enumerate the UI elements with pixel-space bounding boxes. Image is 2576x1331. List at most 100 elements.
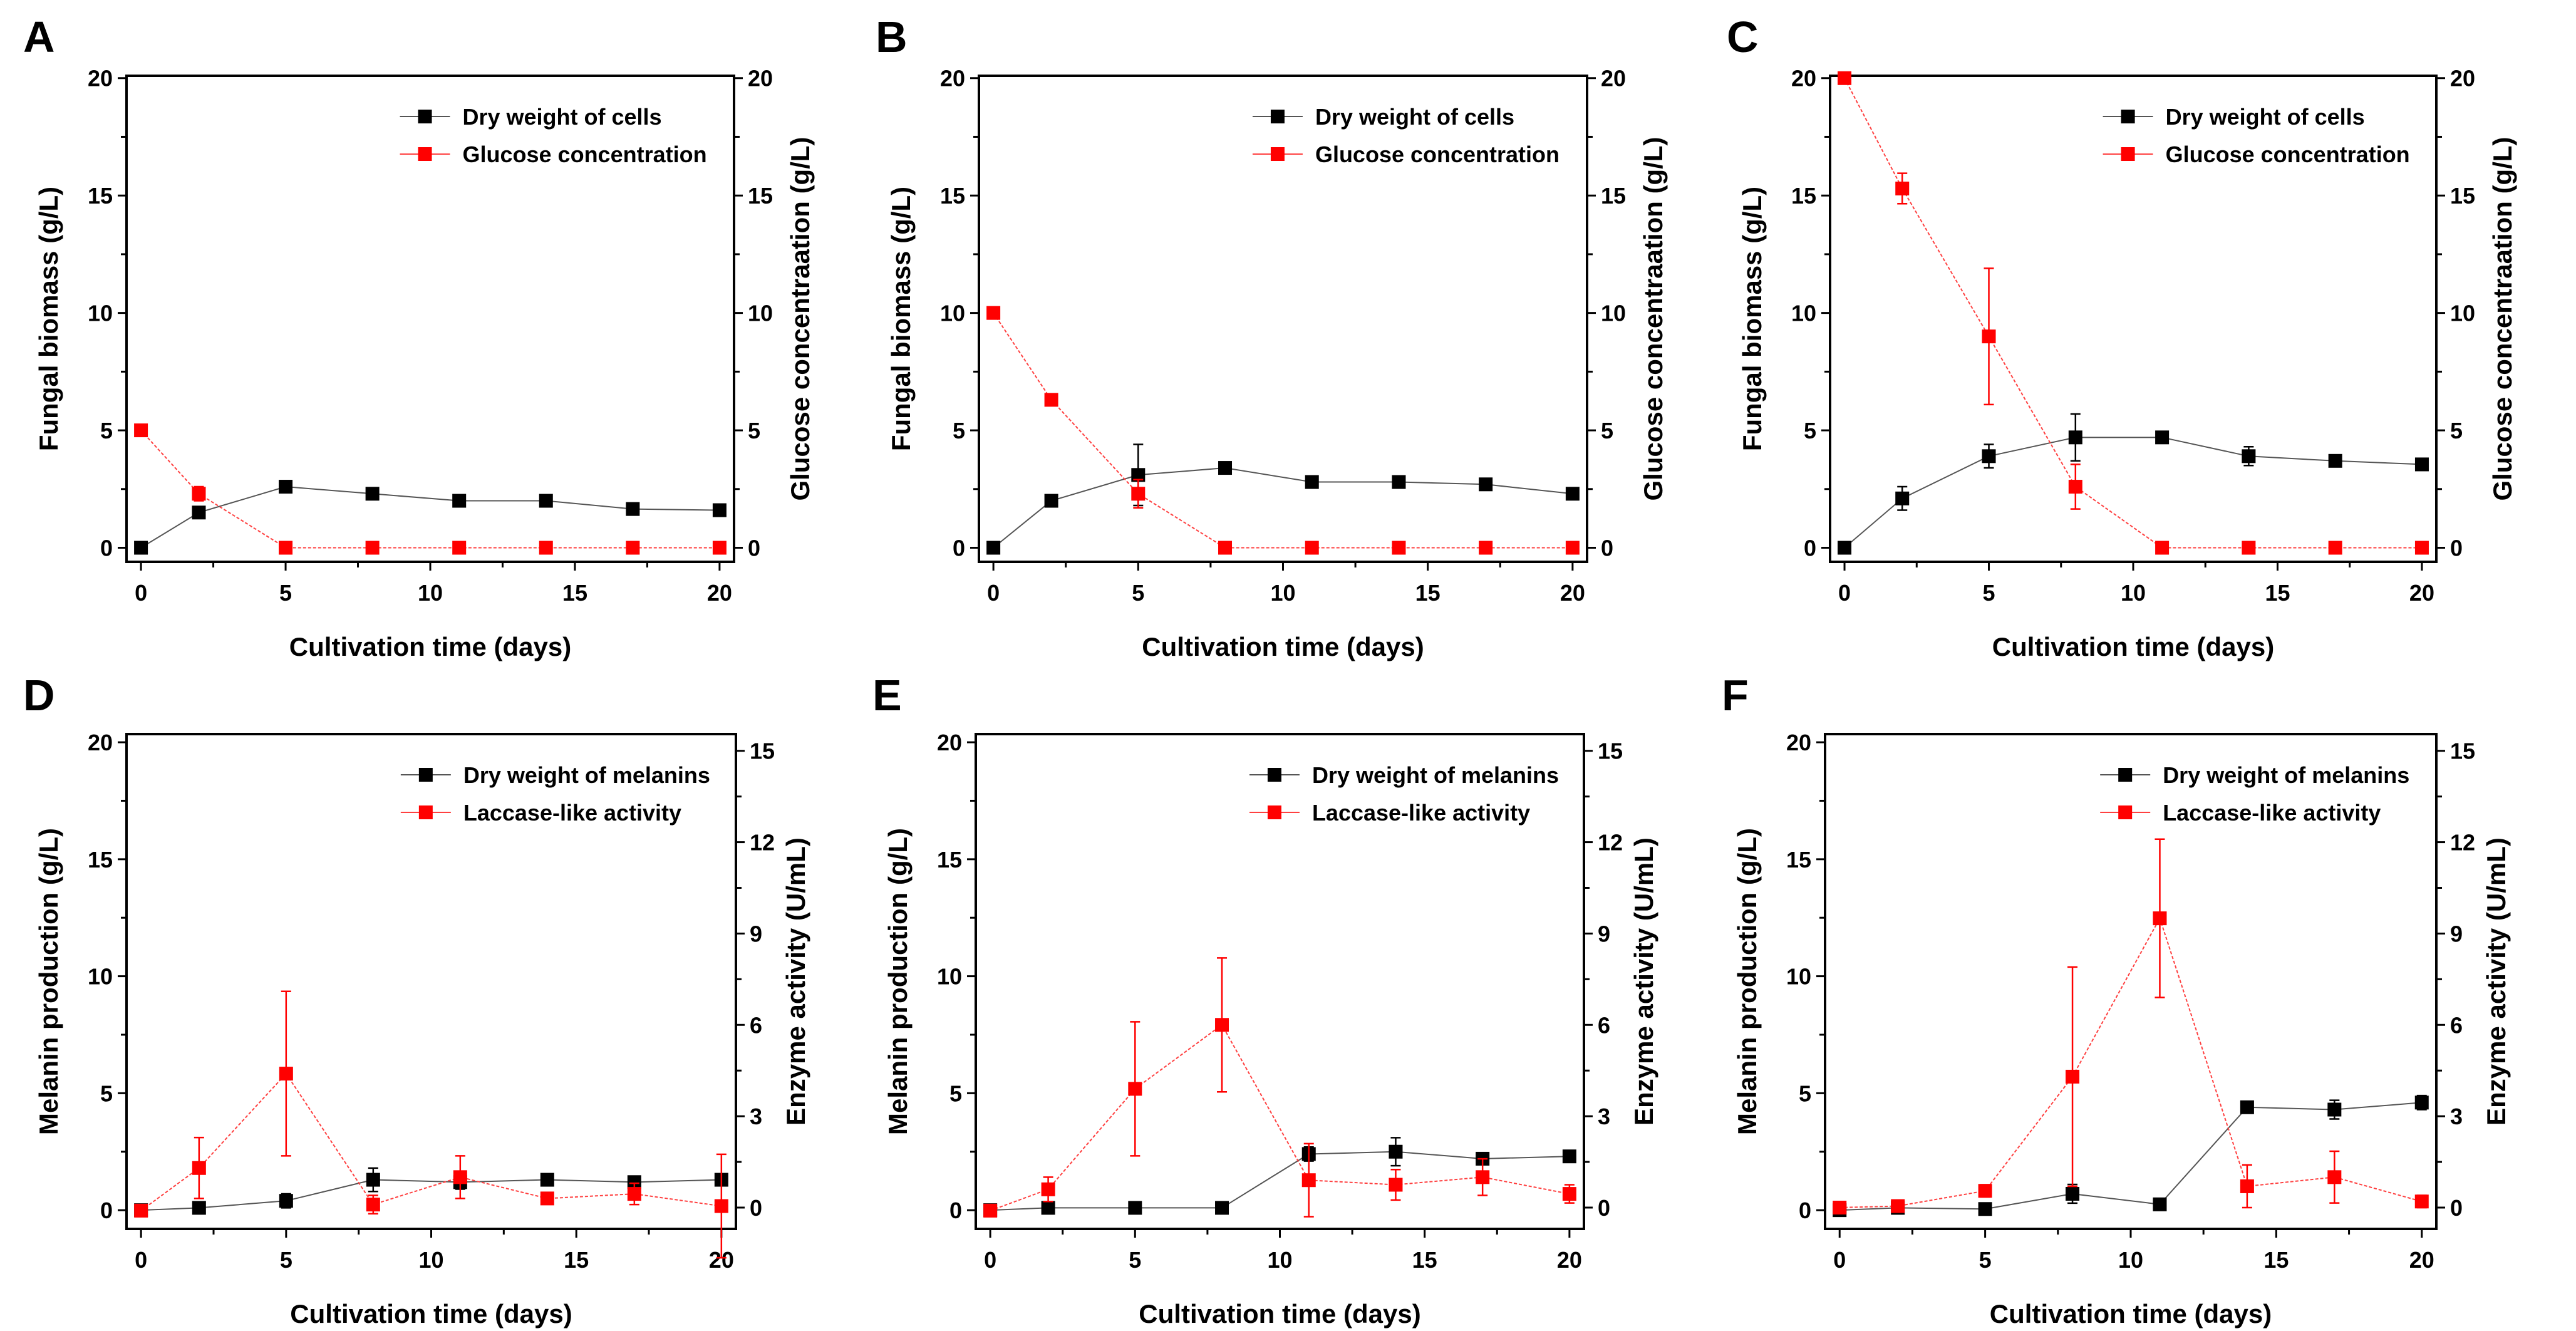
data-point — [452, 541, 467, 555]
data-point — [279, 480, 293, 494]
series-line — [140, 1072, 722, 1211]
x-tick-label: 15 — [2265, 580, 2290, 606]
x-tick-label: 10 — [418, 1247, 443, 1273]
data-point — [1978, 1202, 1992, 1216]
data-point — [626, 541, 640, 555]
y2-tick-label: 15 — [2450, 183, 2475, 209]
y-tick-label: 20 — [1791, 66, 1816, 91]
data-point — [2414, 1095, 2429, 1110]
data-point — [986, 541, 1001, 555]
x-tick-label: 5 — [280, 1247, 292, 1273]
data-point — [1305, 541, 1319, 555]
y2-axis-label: Enzyme activity (U/mL) — [2481, 837, 2511, 1126]
data-point — [192, 487, 206, 501]
y2-tick-label: 0 — [2450, 1195, 2463, 1221]
data-point — [712, 541, 727, 555]
y2-tick-label: 3 — [1598, 1104, 1610, 1129]
data-point — [1562, 1187, 1576, 1201]
y-axis-label: Melanin production (g/L) — [883, 828, 913, 1135]
x-tick-label: 20 — [707, 580, 732, 606]
series-line — [990, 1151, 1570, 1211]
x-tick-label: 15 — [2263, 1247, 2289, 1273]
y-tick-label: 0 — [1799, 1198, 1811, 1223]
series-red — [1833, 838, 2429, 1214]
data-point — [1978, 1184, 1992, 1198]
data-point — [1131, 487, 1146, 501]
data-point — [1215, 1018, 1229, 1032]
data-point — [1218, 541, 1233, 555]
legend-marker — [1267, 768, 1281, 782]
legend-label: Dry weight of cells — [2166, 104, 2365, 130]
legend-marker — [2118, 805, 2133, 819]
legend-label: Dry weight of melanins — [2163, 762, 2409, 788]
data-point — [2240, 1179, 2254, 1193]
data-point — [1833, 1200, 1847, 1214]
x-tick-label: 15 — [1412, 1247, 1437, 1273]
y2-tick-label: 0 — [2450, 536, 2463, 561]
panel-letter: D — [23, 671, 55, 720]
y-axis-label: Melanin production (g/L) — [34, 828, 63, 1135]
y-axis-label: Fungal biomass (g/L) — [886, 187, 916, 451]
chart-panel-f: F 0 5 10 15 20 0 5 10 15 20 0 3 6 9 12 15 Cultivation tim… — [1722, 671, 2511, 1328]
y-tick-label: 20 — [88, 730, 113, 755]
y-tick-label: 20 — [1786, 730, 1811, 755]
y-axis-label: Fungal biomass (g/L) — [34, 187, 63, 451]
x-tick-label: 20 — [1557, 1247, 1582, 1273]
data-point — [1305, 475, 1319, 489]
y-tick-label: 10 — [940, 301, 965, 326]
y-tick-label: 10 — [88, 301, 113, 326]
y-tick-label: 10 — [1786, 964, 1811, 990]
x-tick-label: 0 — [1833, 1247, 1846, 1273]
data-point — [366, 1173, 380, 1187]
series-black — [986, 443, 1580, 555]
y2-tick-label: 10 — [1601, 301, 1626, 326]
data-point — [1215, 1201, 1229, 1215]
data-point — [1389, 1144, 1403, 1159]
series-red — [134, 423, 727, 555]
y-tick-label: 15 — [937, 847, 962, 873]
series-red — [983, 957, 1576, 1218]
y2-tick-label: 5 — [748, 418, 760, 443]
data-point — [539, 494, 553, 508]
y-axis-label: Melanin production (g/L) — [1732, 828, 1762, 1135]
y-tick-label: 0 — [100, 1198, 113, 1223]
legend-label: Glucose concentration — [1315, 142, 1560, 167]
data-point — [1476, 1170, 1490, 1184]
y2-tick-label: 20 — [2450, 66, 2475, 91]
data-point — [1838, 71, 1852, 85]
data-point — [1389, 1178, 1403, 1192]
panel-letter: F — [1722, 671, 1749, 720]
y-tick-label: 5 — [1799, 1080, 1811, 1106]
data-point — [1982, 449, 1996, 464]
x-tick-label: 10 — [418, 580, 443, 606]
y2-tick-label: 10 — [2450, 301, 2475, 326]
y2-tick-label: 0 — [748, 536, 760, 561]
legend-marker — [418, 110, 432, 123]
y-tick-label: 20 — [937, 730, 962, 755]
x-tick-label: 10 — [1270, 580, 1295, 606]
legend-marker — [1270, 110, 1285, 123]
data-point — [2153, 1197, 2167, 1211]
y-tick-label: 0 — [100, 536, 113, 561]
data-point — [1895, 181, 1910, 195]
x-tick-label: 15 — [564, 1247, 589, 1273]
data-point — [2242, 449, 2256, 464]
y2-tick-label: 12 — [1598, 830, 1623, 856]
y2-tick-label: 15 — [750, 738, 775, 764]
data-point — [1218, 461, 1233, 475]
series-red — [1838, 71, 2429, 555]
y2-tick-label: 9 — [750, 921, 762, 946]
data-point — [714, 1199, 728, 1213]
legend-marker — [1270, 147, 1285, 161]
y-tick-label: 15 — [88, 847, 113, 873]
data-point — [986, 306, 1001, 320]
data-point — [1131, 468, 1146, 482]
data-point — [2155, 541, 2170, 555]
y2-tick-label: 3 — [2450, 1104, 2463, 1129]
y2-tick-label: 5 — [1601, 418, 1613, 443]
legend-label: Dry weight of cells — [463, 104, 662, 130]
data-point — [192, 1201, 206, 1215]
data-point — [1838, 541, 1852, 555]
x-tick-label: 0 — [984, 1247, 996, 1273]
